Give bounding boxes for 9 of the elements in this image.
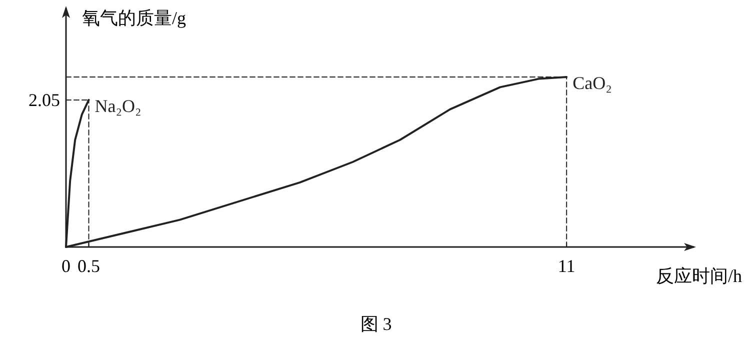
x-tick-label: 11	[558, 256, 576, 276]
caption: 图 3	[360, 314, 392, 334]
series-label: Na₂O₂	[94, 96, 142, 116]
annotation: 2.05	[28, 90, 60, 110]
series-label: CaO₂	[572, 73, 612, 93]
x-tick-label: 0	[62, 256, 70, 276]
x-axis-title: 反应时间/h	[656, 266, 742, 286]
x-tick-label: 0.5	[78, 256, 100, 276]
y-axis-title: 氧气的质量/g	[82, 8, 186, 28]
